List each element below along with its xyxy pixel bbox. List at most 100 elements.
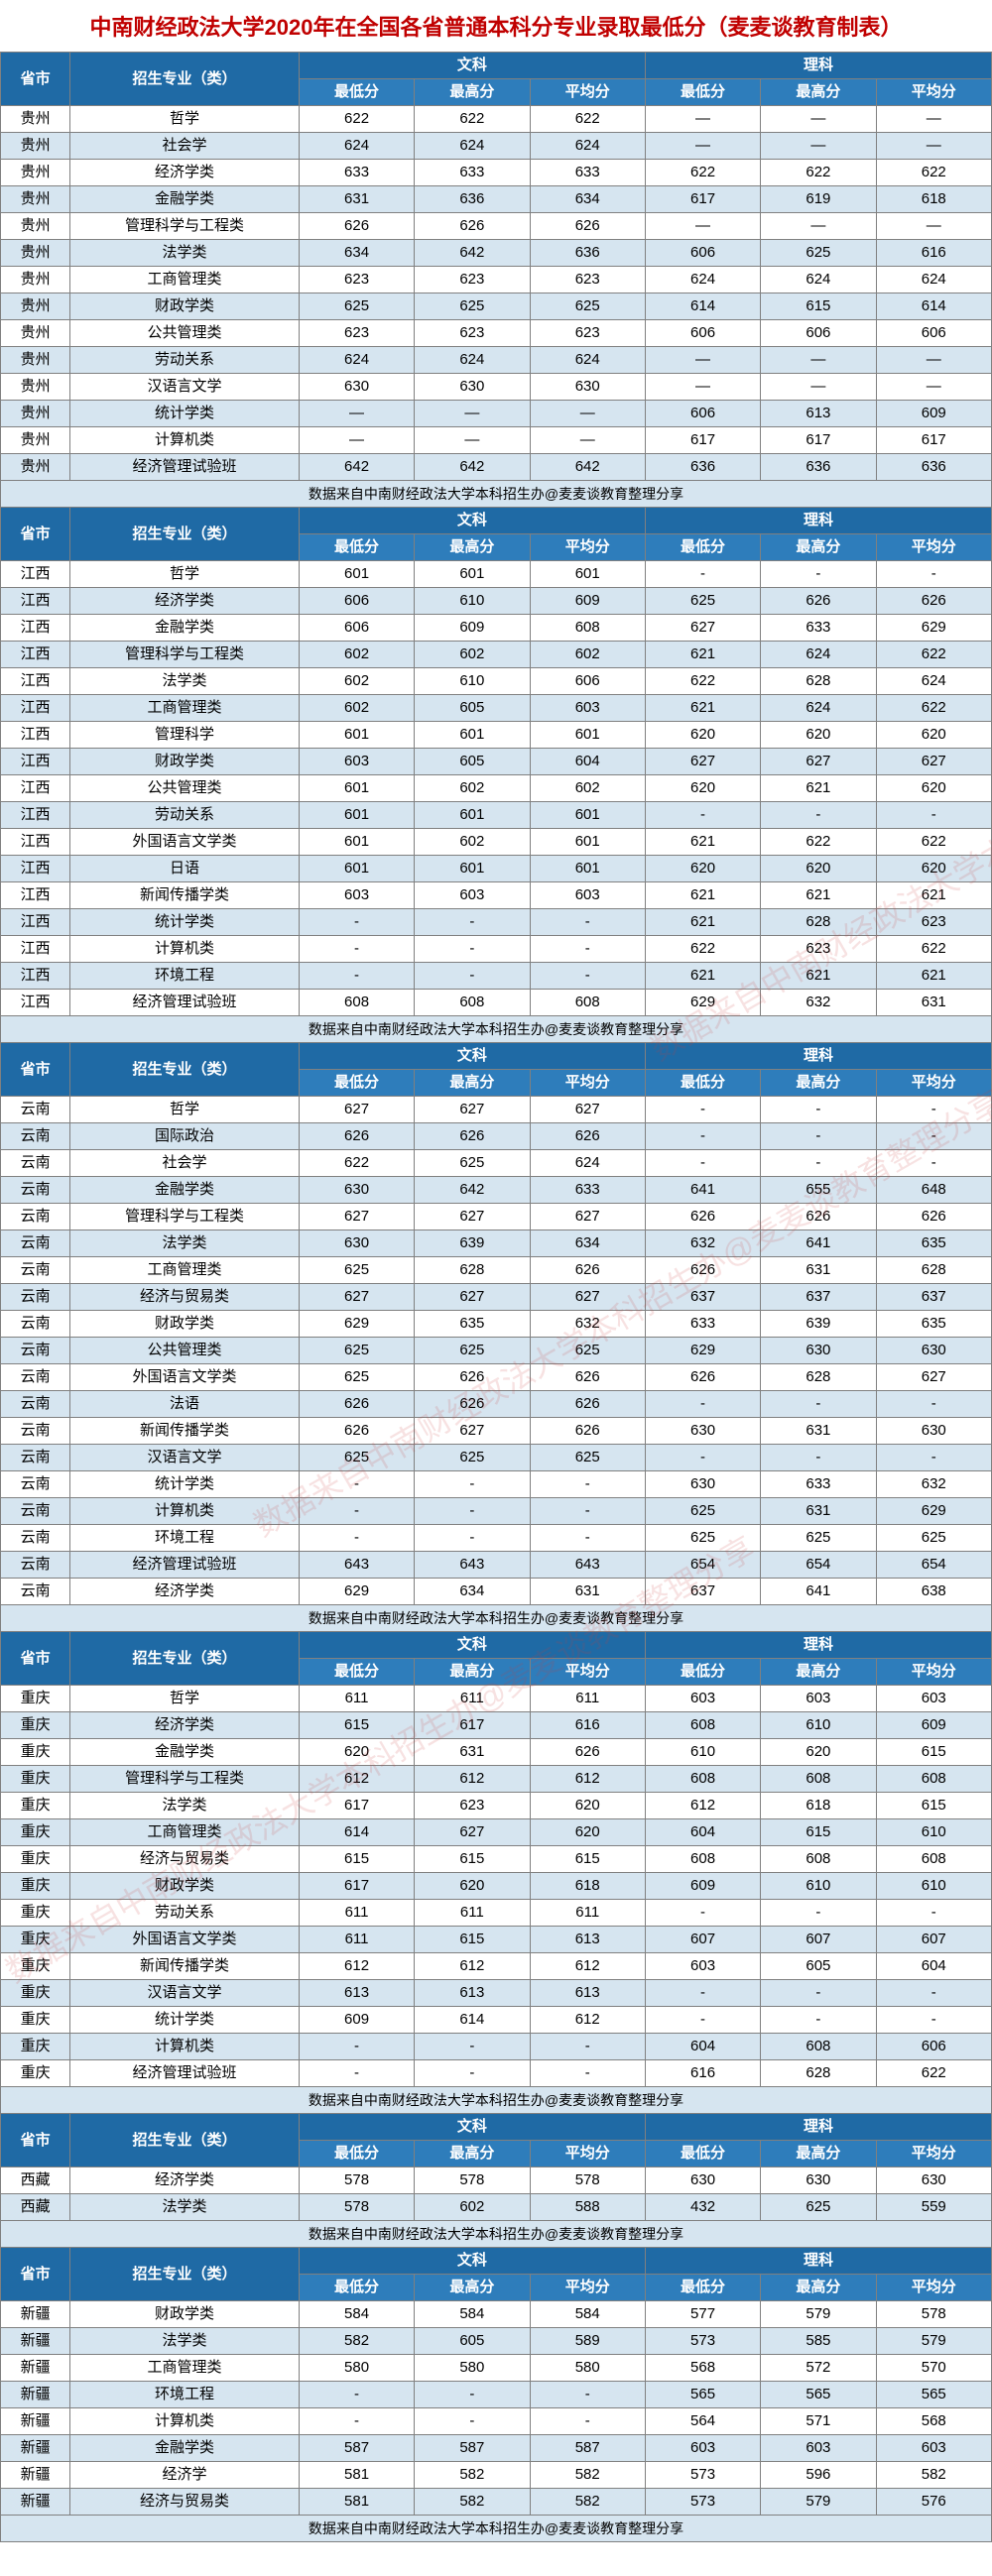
cell-sci-max: 615 — [761, 1819, 876, 1846]
cell-sci-max: - — [761, 1445, 876, 1471]
table-row: 贵州法学类634642636606625616 — [1, 240, 992, 267]
cell-sci-avg: 623 — [876, 909, 991, 936]
cell-sci-min: - — [645, 802, 760, 829]
cell-lib-min: 601 — [299, 561, 414, 588]
cell-lib-avg: 632 — [530, 1311, 645, 1338]
cell-lib-min: 606 — [299, 615, 414, 642]
table-row: 云南社会学622625624--- — [1, 1150, 992, 1177]
cell-major: 管理科学与工程类 — [70, 1766, 300, 1793]
cell-sci-avg: 638 — [876, 1579, 991, 1605]
cell-lib-avg: 626 — [530, 1123, 645, 1150]
cell-sci-min: 625 — [645, 1525, 760, 1552]
cell-major: 哲学 — [70, 1686, 300, 1712]
cell-province: 云南 — [1, 1150, 70, 1177]
cell-sci-max: - — [761, 2007, 876, 2034]
col-lib-avg: 平均分 — [530, 79, 645, 106]
cell-province: 江西 — [1, 642, 70, 668]
cell-lib-avg: 608 — [530, 990, 645, 1016]
source-note: 数据来自中南财经政法大学本科招生办@麦麦谈教育整理分享 — [1, 2087, 992, 2114]
cell-lib-max: 624 — [415, 347, 530, 374]
cell-sci-min: 606 — [645, 320, 760, 347]
cell-lib-max: 627 — [415, 1418, 530, 1445]
cell-sci-max: 633 — [761, 1471, 876, 1498]
cell-major: 计算机类 — [70, 936, 300, 963]
cell-province: 贵州 — [1, 320, 70, 347]
cell-lib-max: 601 — [415, 722, 530, 749]
cell-sci-max: 628 — [761, 2060, 876, 2087]
cell-sci-min: 630 — [645, 1471, 760, 1498]
cell-lib-avg: 601 — [530, 561, 645, 588]
table-row: 江西劳动关系601601601--- — [1, 802, 992, 829]
cell-sci-avg: 630 — [876, 2167, 991, 2194]
table-row: 重庆汉语言文学613613613--- — [1, 1980, 992, 2007]
cell-lib-max: 610 — [415, 588, 530, 615]
cell-sci-max: 620 — [761, 856, 876, 882]
cell-lib-min: 581 — [299, 2489, 414, 2516]
cell-sci-min: 606 — [645, 240, 760, 267]
cell-major: 管理科学 — [70, 722, 300, 749]
cell-lib-max: 639 — [415, 1230, 530, 1257]
cell-lib-min: 615 — [299, 1846, 414, 1873]
cell-lib-max: 582 — [415, 2462, 530, 2489]
cell-sci-max: 579 — [761, 2301, 876, 2328]
cell-sci-avg: — — [876, 347, 991, 374]
cell-lib-avg: 578 — [530, 2167, 645, 2194]
cell-province: 重庆 — [1, 1900, 70, 1927]
cell-lib-avg: 616 — [530, 1712, 645, 1739]
cell-province: 新疆 — [1, 2462, 70, 2489]
cell-lib-min: 625 — [299, 293, 414, 320]
cell-sci-max: — — [761, 347, 876, 374]
source-note: 数据来自中南财经政法大学本科招生办@麦麦谈教育整理分享 — [1, 481, 992, 508]
cell-sci-max: - — [761, 1391, 876, 1418]
cell-major: 法学类 — [70, 2328, 300, 2355]
cell-major: 社会学 — [70, 1150, 300, 1177]
cell-sci-avg: - — [876, 1900, 991, 1927]
cell-sci-avg: 610 — [876, 1819, 991, 1846]
cell-lib-max: 580 — [415, 2355, 530, 2382]
col-sci-min: 最低分 — [645, 79, 760, 106]
cell-major: 法学类 — [70, 1230, 300, 1257]
table-row: 重庆计算机类---604608606 — [1, 2034, 992, 2060]
cell-sci-avg: — — [876, 133, 991, 160]
cell-province: 云南 — [1, 1257, 70, 1284]
cell-sci-max: 641 — [761, 1230, 876, 1257]
cell-lib-min: 630 — [299, 1177, 414, 1204]
cell-lib-max: — — [415, 401, 530, 427]
cell-lib-min: 601 — [299, 775, 414, 802]
cell-province: 云南 — [1, 1230, 70, 1257]
cell-lib-avg: 615 — [530, 1846, 645, 1873]
cell-sci-avg: 626 — [876, 588, 991, 615]
cell-lib-avg: 633 — [530, 160, 645, 186]
table-row: 云南新闻传播学类626627626630631630 — [1, 1418, 992, 1445]
cell-sci-avg: 576 — [876, 2489, 991, 2516]
cell-lib-max: 612 — [415, 1766, 530, 1793]
cell-province: 江西 — [1, 722, 70, 749]
cell-province: 云南 — [1, 1391, 70, 1418]
cell-sci-max: 622 — [761, 829, 876, 856]
cell-lib-min: 601 — [299, 856, 414, 882]
cell-province: 贵州 — [1, 293, 70, 320]
col-sci-avg: 平均分 — [876, 1070, 991, 1097]
cell-lib-max: 601 — [415, 561, 530, 588]
table-row: 贵州统计学类———606613609 — [1, 401, 992, 427]
cell-sci-avg: 615 — [876, 1739, 991, 1766]
cell-lib-avg: 622 — [530, 106, 645, 133]
cell-major: 环境工程 — [70, 1525, 300, 1552]
cell-province: 江西 — [1, 561, 70, 588]
cell-sci-avg: 631 — [876, 990, 991, 1016]
cell-lib-min: 633 — [299, 160, 414, 186]
cell-lib-max: 624 — [415, 133, 530, 160]
cell-lib-avg: 634 — [530, 186, 645, 213]
cell-province: 云南 — [1, 1418, 70, 1445]
cell-sci-avg: 606 — [876, 320, 991, 347]
cell-sci-min: 568 — [645, 2355, 760, 2382]
cell-lib-max: 601 — [415, 856, 530, 882]
cell-sci-min: 626 — [645, 1204, 760, 1230]
cell-sci-min: 621 — [645, 642, 760, 668]
cell-major: 金融学类 — [70, 1177, 300, 1204]
cell-lib-avg: 624 — [530, 347, 645, 374]
cell-sci-max: 636 — [761, 454, 876, 481]
cell-lib-avg: 611 — [530, 1900, 645, 1927]
cell-province: 重庆 — [1, 1739, 70, 1766]
cell-sci-avg: 565 — [876, 2382, 991, 2408]
